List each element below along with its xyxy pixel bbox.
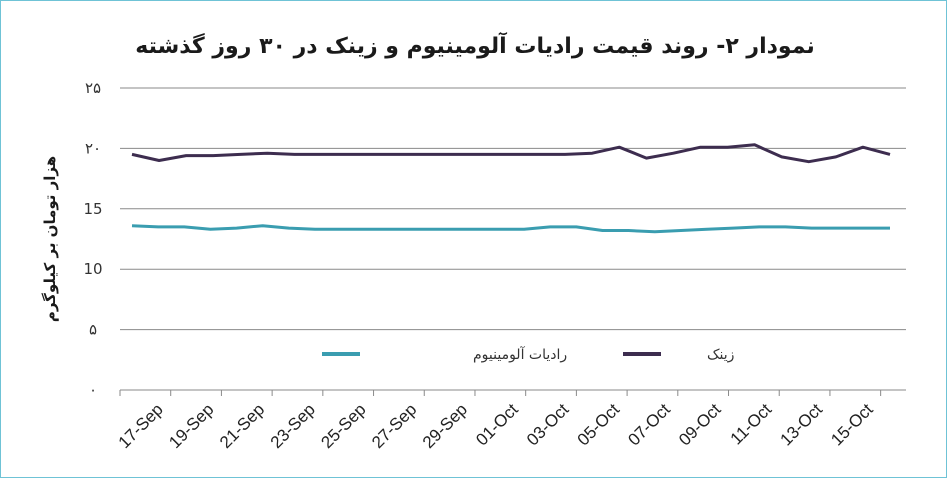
- x-tick-label: 21-Sep: [216, 400, 268, 452]
- y-tick-label: 15: [83, 200, 102, 218]
- y-tick-label: 10: [83, 260, 102, 278]
- y-tick-label: ۲۵: [85, 79, 101, 97]
- y-tick-label: ۰: [89, 381, 97, 399]
- x-tick-label: 05-Oct: [574, 400, 624, 450]
- chart-title: نمودار ۲- روند قیمت رادیات آلومینیوم و ز…: [135, 31, 814, 59]
- y-tick-label: ۲۰: [85, 139, 101, 157]
- x-tick-labels: 17-Sep19-Sep21-Sep23-Sep25-Sep27-Sep29-S…: [115, 400, 877, 452]
- series-line-zinc: [131, 143, 891, 164]
- x-tick-label: 13-Oct: [777, 400, 827, 450]
- x-tick-label: 19-Sep: [165, 400, 217, 452]
- x-tick-label: 29-Sep: [419, 400, 471, 452]
- x-tick-label: 17-Sep: [115, 400, 167, 452]
- series-lines: [131, 143, 891, 234]
- x-tick-label: 27-Sep: [368, 400, 420, 452]
- x-tick-label: 11-Oct: [727, 400, 776, 449]
- y-axis-label: هزار تومان بر کیلوگرم: [41, 156, 59, 322]
- x-tick-label: 25-Sep: [317, 400, 369, 452]
- legend-label-aluminium: رادیات آلومینیوم: [473, 346, 567, 363]
- series-line-aluminium: [131, 224, 890, 234]
- grid-lines: [120, 87, 906, 331]
- x-tick-label: 03-Oct: [523, 400, 573, 450]
- legend-label-zinc: زینک: [707, 347, 734, 363]
- x-tick-label: 07-Oct: [624, 400, 674, 450]
- y-tick-labels: ۰ ۵ 10 15 ۲۰ ۲۵: [83, 79, 102, 399]
- y-tick-label: ۵: [89, 321, 97, 339]
- x-tick-label: 01-Oct: [472, 400, 522, 450]
- legend: رادیات آلومینیوم زینک: [322, 346, 734, 363]
- x-tick-label: 15-Oct: [827, 400, 877, 450]
- x-tick-label: 23-Sep: [267, 400, 319, 452]
- x-axis: [119, 389, 906, 396]
- x-tick-label: 09-Oct: [675, 400, 725, 450]
